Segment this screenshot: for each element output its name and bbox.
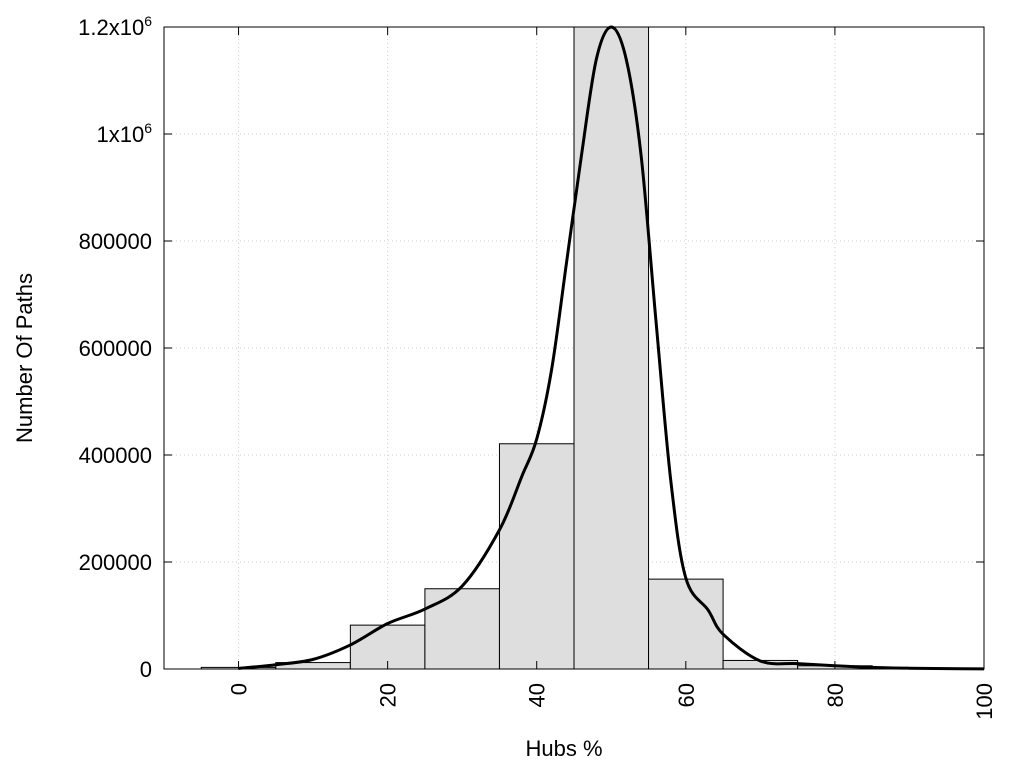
x-tick-label: 100: [972, 683, 997, 720]
y-tick-label: 0: [140, 657, 152, 682]
bar-series: [200, 26, 948, 670]
histogram-bar: [424, 588, 500, 670]
x-axis-ticks: 0 20 40 60 80 100: [227, 27, 997, 720]
y-tick-label: 1x106: [96, 120, 152, 147]
y-tick-label: 800000: [79, 229, 152, 254]
y-axis-ticks: 0 200000 400000 600000 800000 1x106 1.2x106: [78, 13, 984, 682]
y-axis-label: Number Of Paths: [12, 273, 37, 443]
x-tick-label: 80: [823, 683, 848, 707]
density-curve-series: [238, 25, 985, 671]
y-tick-label: 1.2x106: [78, 13, 152, 40]
x-axis-label: Hubs %: [525, 736, 602, 761]
x-tick-label: 60: [674, 683, 699, 707]
x-tick-label: 0: [227, 683, 252, 695]
y-tick-label: 200000: [79, 550, 152, 575]
density-curve: [238, 25, 985, 671]
histogram-bar: [648, 578, 724, 670]
histogram-bar: [498, 443, 575, 670]
y-tick-label: 400000: [79, 443, 152, 468]
y-tick-label: 600000: [79, 336, 152, 361]
x-tick-label: 40: [525, 683, 550, 707]
x-tick-label: 20: [376, 683, 401, 707]
grid-lines: [164, 27, 984, 669]
